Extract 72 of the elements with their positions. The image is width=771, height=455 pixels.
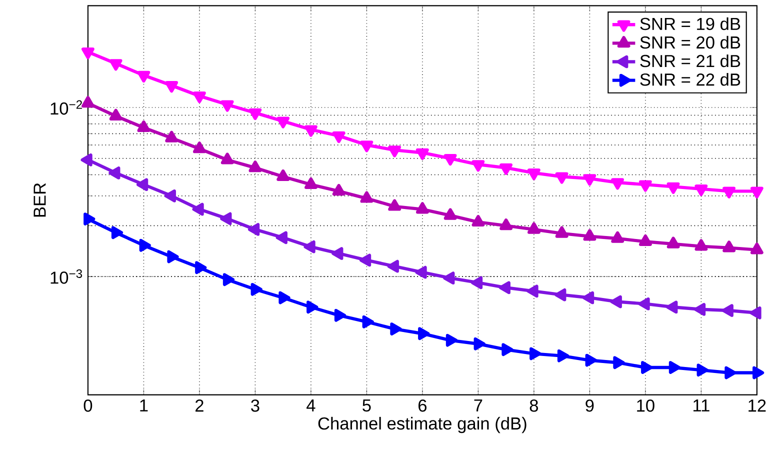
- point: [139, 239, 151, 252]
- point: [82, 48, 94, 60]
- point: [638, 298, 650, 310]
- point: [276, 116, 290, 128]
- point: [694, 303, 706, 316]
- y-tick-label: 10$^{−2}$: [50, 100, 82, 115]
- x-tick-label: 9: [586, 400, 594, 412]
- point: [415, 266, 427, 279]
- point: [165, 81, 178, 93]
- point: [444, 154, 457, 166]
- y-tick-label: 10$^{−3}$: [50, 269, 82, 284]
- point: [360, 254, 372, 267]
- point: [470, 276, 483, 290]
- point: [554, 288, 566, 302]
- x-tick-label: 2: [196, 400, 204, 412]
- point: [334, 309, 346, 322]
- x-tick-label: 5: [362, 400, 371, 412]
- y-axis-title: BER: [34, 183, 46, 217]
- point: [694, 184, 708, 196]
- legend-label: SNR = 20 dB: [640, 36, 740, 49]
- point: [248, 108, 262, 120]
- point: [722, 304, 734, 318]
- point: [362, 316, 374, 328]
- point: [722, 186, 736, 198]
- point: [195, 261, 207, 274]
- point: [416, 148, 429, 160]
- x-tick-label: 7: [474, 400, 482, 412]
- point: [666, 182, 680, 194]
- point: [84, 212, 96, 226]
- x-tick-label: 4: [306, 400, 316, 412]
- point: [332, 132, 346, 144]
- legend-label: SNR = 21 dB: [640, 54, 740, 68]
- x-tick-label: 3: [251, 400, 260, 412]
- point: [222, 273, 235, 286]
- x-tick-label: 1: [140, 400, 148, 412]
- x-tick-label: 11: [694, 400, 710, 412]
- point: [583, 174, 596, 186]
- point: [306, 300, 318, 314]
- point: [390, 322, 402, 336]
- point: [220, 100, 234, 112]
- point: [137, 71, 150, 83]
- point: [526, 284, 538, 298]
- legend-label: SNR = 19 dB: [640, 17, 740, 30]
- point: [109, 59, 122, 71]
- point: [167, 250, 179, 264]
- point: [443, 272, 455, 285]
- point: [666, 300, 678, 314]
- point: [111, 226, 124, 240]
- point: [278, 291, 290, 304]
- point: [611, 178, 624, 190]
- point: [750, 186, 764, 198]
- point: [304, 125, 318, 137]
- point: [638, 180, 652, 192]
- point: [498, 281, 510, 294]
- point: [360, 140, 374, 152]
- x-tick-label: 10: [637, 400, 654, 412]
- point: [610, 295, 622, 308]
- x-axis-title: Channel estimate gain (dB): [318, 417, 526, 434]
- legend-label: SNR = 22 dB: [640, 73, 740, 86]
- x-tick-label: 6: [418, 400, 427, 412]
- point: [388, 146, 402, 158]
- point: [250, 283, 262, 296]
- point: [750, 306, 762, 320]
- x-tick-label: 8: [530, 400, 538, 412]
- x-tick-label: 12: [748, 400, 766, 412]
- point: [582, 291, 594, 304]
- point: [472, 160, 485, 172]
- point: [193, 92, 206, 104]
- point: [555, 172, 568, 184]
- point: [527, 168, 540, 180]
- x-tick-label: 0: [84, 400, 92, 412]
- point: [500, 164, 513, 176]
